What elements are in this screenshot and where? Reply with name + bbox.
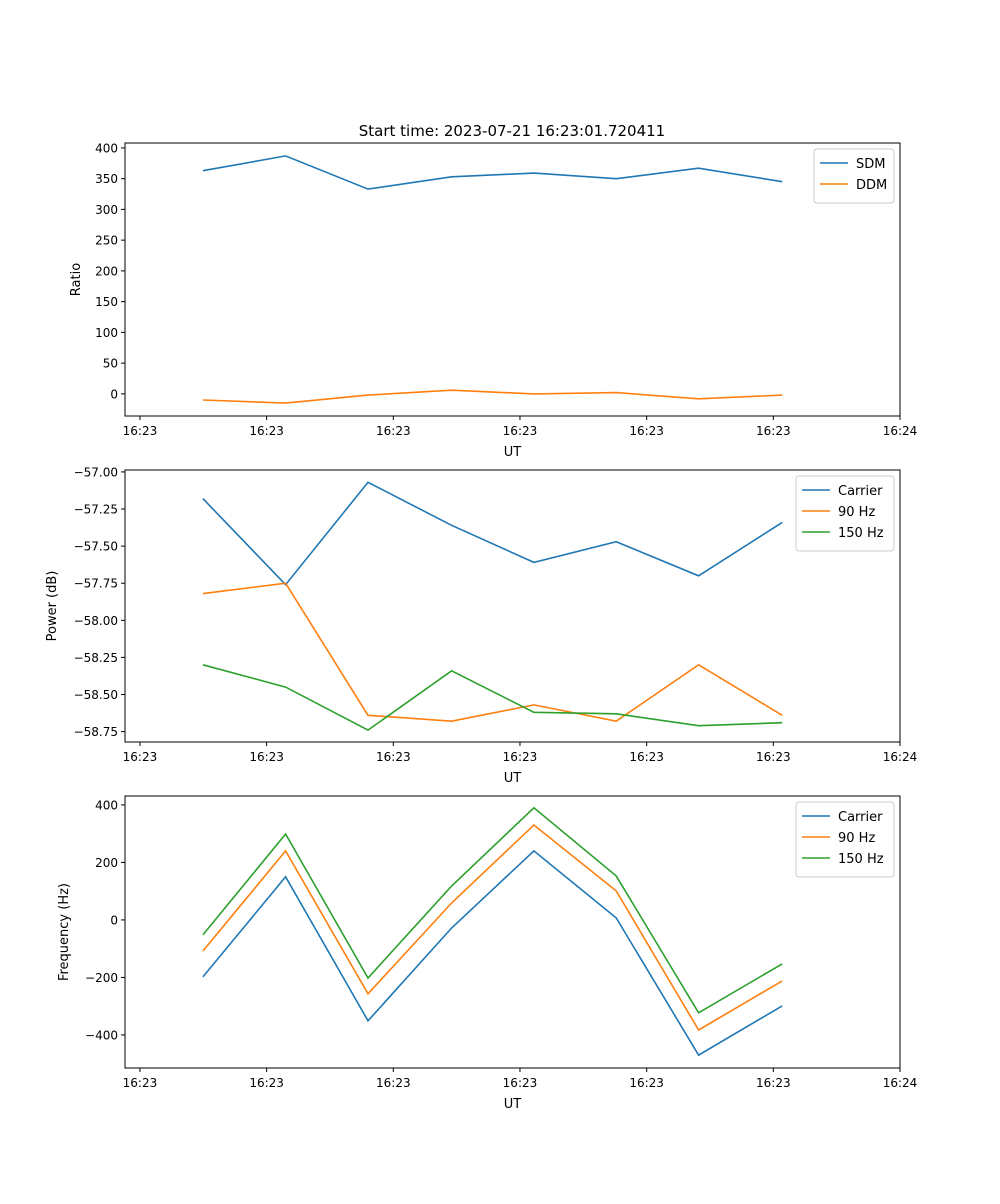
- x-tick-label: 16:24: [883, 424, 918, 438]
- y-tick-label: −57.75: [74, 577, 118, 591]
- legend-label: Carrier: [838, 810, 883, 825]
- y-tick-label: −200: [85, 971, 118, 985]
- y-tick-label: −57.50: [74, 540, 118, 554]
- y-tick-label: 200: [95, 264, 118, 278]
- legend: Carrier 90 Hz 150 Hz: [795, 801, 895, 878]
- x-axis-label: UT: [504, 1097, 522, 1112]
- axes-frame: [124, 469, 901, 743]
- y-tick-label: −58.75: [74, 725, 118, 739]
- x-tick-label: 16:23: [756, 750, 791, 764]
- y-tick-label: −57.00: [74, 465, 118, 479]
- axes-frame: [124, 142, 901, 417]
- legend: Carrier 90 Hz 150 Hz: [795, 475, 895, 552]
- subplot-2: 16:23 16:23 16:23 16:23 16:23 16:23 16:24 −57.0…: [45, 465, 917, 786]
- series-line-sdm: [202, 155, 783, 190]
- legend-label: SDM: [856, 157, 885, 172]
- x-tick-label: 16:23: [376, 424, 411, 438]
- x-tick-label: 16:24: [883, 1076, 918, 1090]
- x-tick-label: 16:23: [503, 1076, 538, 1090]
- x-tick-label: 16:23: [249, 424, 284, 438]
- legend-label: 90 Hz: [838, 505, 875, 520]
- subplot-3: 16:23 16:23 16:23 16:23 16:23 16:23 16:24 −400 −…: [57, 795, 918, 1112]
- legend-label: 150 Hz: [838, 526, 884, 541]
- series-line-150-hz: [202, 806, 783, 1014]
- legend: SDM DDM: [813, 148, 895, 204]
- legend-label: 90 Hz: [838, 831, 875, 846]
- x-tick-label: 16:23: [123, 424, 158, 438]
- series-line-carrier: [202, 481, 783, 586]
- y-tick-label: 350: [95, 172, 118, 186]
- y-tick-label: 0: [110, 913, 118, 927]
- series-line-carrier: [202, 849, 783, 1057]
- y-tick-label: −58.25: [74, 651, 118, 665]
- y-tick-label: −400: [85, 1028, 118, 1042]
- y-tick-label: 50: [103, 357, 118, 371]
- legend-label: 150 Hz: [838, 852, 884, 867]
- x-tick-label: 16:23: [249, 1076, 284, 1090]
- y-tick-label: 100: [95, 326, 118, 340]
- x-tick-label: 16:23: [756, 424, 791, 438]
- chart-title: Start time: 2023-07-21 16:23:01.720411: [359, 122, 665, 140]
- y-tick-label: 150: [95, 295, 118, 309]
- legend-label: DDM: [856, 178, 887, 193]
- x-tick-label: 16:23: [123, 1076, 158, 1090]
- y-tick-label: 250: [95, 234, 118, 248]
- series-line-ddm: [202, 389, 783, 404]
- x-tick-label: 16:23: [249, 750, 284, 764]
- series-line-90-hz: [202, 582, 783, 723]
- axes-frame: [124, 795, 901, 1069]
- series-line-150-hz: [202, 664, 783, 732]
- y-tick-label: 200: [95, 856, 118, 870]
- legend-label: Carrier: [838, 484, 883, 499]
- y-tick-label: 400: [95, 798, 118, 812]
- x-tick-label: 16:23: [123, 750, 158, 764]
- y-tick-label: −58.00: [74, 614, 118, 628]
- y-axis-label: Power (dB): [45, 571, 60, 642]
- x-axis-label: UT: [504, 445, 522, 460]
- x-tick-label: 16:23: [629, 1076, 664, 1090]
- y-tick-label: 0: [110, 387, 118, 401]
- x-tick-label: 16:23: [376, 750, 411, 764]
- y-tick-label: 400: [95, 141, 118, 155]
- y-axis-label: Ratio: [69, 263, 84, 296]
- x-tick-label: 16:23: [629, 750, 664, 764]
- y-tick-label: −57.25: [74, 503, 118, 517]
- x-tick-label: 16:23: [503, 750, 538, 764]
- y-tick-label: 300: [95, 203, 118, 217]
- series-line-90-hz: [202, 823, 783, 1032]
- x-tick-label: 16:23: [629, 424, 664, 438]
- subplot-1: 16:23 16:23 16:23 16:23 16:23 16:23 16:24 0 50 10…: [69, 141, 917, 460]
- x-tick-label: 16:23: [376, 1076, 411, 1090]
- x-axis-label: UT: [504, 771, 522, 786]
- x-tick-label: 16:23: [503, 424, 538, 438]
- y-tick-label: −58.50: [74, 688, 118, 702]
- y-axis-label: Frequency (Hz): [57, 883, 72, 981]
- x-tick-label: 16:24: [883, 750, 918, 764]
- x-tick-label: 16:23: [756, 1076, 791, 1090]
